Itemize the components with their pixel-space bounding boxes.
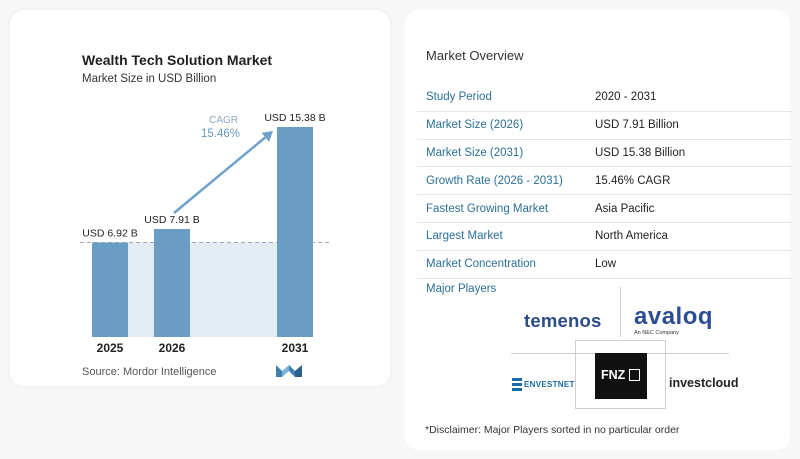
- envestnet-mark-icon: [512, 378, 522, 391]
- row-label: Market Size (2026): [417, 111, 586, 140]
- table-row: Market Size (2031) USD 15.38 Billion: [417, 139, 792, 168]
- table-row: Study Period 2020 - 2031: [417, 84, 792, 112]
- disclaimer: *Disclaimer: Major Players sorted in no …: [425, 424, 680, 436]
- overview-title: Market Overview: [426, 48, 524, 63]
- overview-table: Study Period 2020 - 2031 Market Size (20…: [417, 84, 792, 279]
- bar-2025: [92, 242, 128, 337]
- x-tick-label: 2025: [97, 341, 124, 355]
- table-row: Fastest Growing Market Asia Pacific: [417, 194, 792, 223]
- table-row: Growth Rate (2026 - 2031) 15.46% CAGR: [417, 166, 792, 196]
- major-players-title: Major Players: [426, 283, 497, 295]
- fnz-mark-icon: [629, 369, 640, 381]
- row-value: North America: [586, 222, 792, 251]
- grid-divider: [620, 287, 621, 337]
- row-label: Market Size (2031): [417, 139, 586, 168]
- row-label: Growth Rate (2026 - 2031): [417, 166, 586, 196]
- table-row: Market Size (2026) USD 7.91 Billion: [417, 111, 792, 140]
- row-value: USD 15.38 Billion: [586, 139, 792, 168]
- cagr-label: CAGR: [209, 115, 238, 126]
- table-row: Market Concentration Low: [417, 250, 792, 279]
- envestnet-wordmark: ENVESTNET: [524, 380, 575, 389]
- row-label: Largest Market: [417, 222, 586, 251]
- avaloq-logo: avaloq: [634, 303, 714, 330]
- x-tick-label: 2031: [282, 341, 309, 355]
- x-tick-label: 2026: [159, 341, 186, 355]
- bar-chart: USD 6.92 B 2025 USD 7.91 B 2026 USD 15.38 B 2…: [80, 112, 330, 355]
- data-label: USD 15.38 B: [264, 112, 325, 124]
- row-value: 2020 - 2031: [586, 84, 792, 112]
- row-value: 15.46% CAGR: [586, 166, 792, 196]
- source-note: Source: Mordor Intelligence: [82, 366, 217, 378]
- bar-2026: [154, 228, 190, 337]
- bar-2031: [277, 127, 313, 337]
- fnz-wordmark: FNZ: [601, 368, 626, 382]
- row-value: Asia Pacific: [586, 194, 792, 223]
- grid-divider: [575, 340, 665, 341]
- data-label: USD 7.91 B: [144, 214, 199, 226]
- row-label: Fastest Growing Market: [417, 194, 586, 223]
- table-row: Largest Market North America: [417, 222, 792, 251]
- row-value: USD 7.91 Billion: [586, 111, 792, 140]
- temenos-logo: temenos: [524, 310, 602, 331]
- row-value: Low: [586, 250, 792, 279]
- envestnet-logo: ENVESTNET: [512, 378, 574, 392]
- fnz-logo: FNZ: [595, 353, 647, 399]
- data-label: USD 6.92 B: [82, 228, 137, 240]
- grid-divider: [575, 408, 666, 409]
- chart-title: Wealth Tech Solution Market: [82, 52, 273, 68]
- avaloq-tagline: An NEC Company: [634, 330, 679, 336]
- grid-divider: [665, 340, 666, 408]
- cagr-arrow: [173, 136, 267, 214]
- baseline-shade: [92, 242, 313, 337]
- cagr-arrow-head: [261, 131, 273, 142]
- grid-divider: [575, 340, 576, 408]
- row-label: Market Concentration: [417, 250, 586, 279]
- row-label: Study Period: [417, 84, 586, 112]
- chart-subtitle: Market Size in USD Billion: [82, 73, 217, 85]
- mordor-intelligence-logo-icon: [276, 365, 302, 377]
- investcloud-logo: investcloud: [669, 376, 739, 390]
- cagr-value: 15.46%: [201, 128, 240, 140]
